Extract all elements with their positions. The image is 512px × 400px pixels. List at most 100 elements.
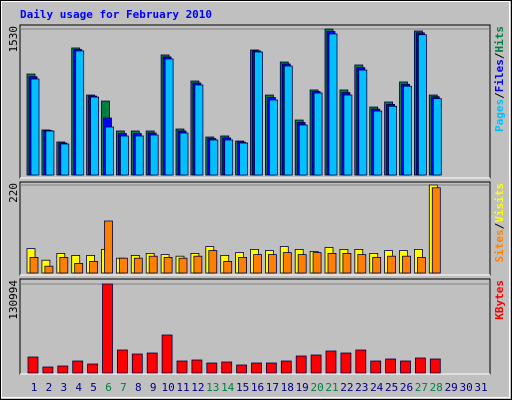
x-tick-label: 15 — [236, 381, 249, 394]
x-tick-label: 23 — [355, 381, 368, 394]
legend: Sites/Visits — [493, 183, 506, 263]
bar — [295, 355, 307, 374]
bar — [297, 254, 307, 274]
bar — [358, 69, 368, 176]
bar — [236, 364, 248, 374]
x-tick-label: 31 — [474, 381, 487, 394]
x-tick-label: 10 — [161, 381, 174, 394]
x-tick-label: 22 — [340, 381, 353, 394]
bar — [117, 349, 128, 374]
x-tick-label: 13 — [206, 381, 219, 394]
legend: Pages/Files/Hits — [493, 26, 506, 132]
bar — [403, 85, 412, 176]
bar — [178, 257, 188, 274]
bar — [313, 92, 323, 176]
bar — [146, 352, 158, 374]
bar — [387, 255, 397, 274]
bar — [400, 360, 411, 374]
bar — [402, 255, 411, 274]
bar — [253, 254, 262, 274]
bar — [161, 334, 173, 374]
bar — [372, 256, 382, 274]
x-tick-label: 18 — [281, 381, 294, 394]
x-tick-label: 6 — [105, 381, 112, 394]
x-tick-label: 27 — [415, 381, 428, 394]
bar — [89, 260, 98, 274]
bar — [417, 34, 427, 176]
x-tick-label: 11 — [176, 381, 189, 394]
bar — [357, 254, 367, 274]
x-tick-label: 29 — [445, 381, 458, 394]
bar — [105, 126, 114, 176]
bar — [134, 135, 144, 176]
bar — [310, 354, 322, 374]
bar — [42, 366, 54, 374]
bar — [370, 360, 382, 374]
bar — [342, 252, 352, 274]
bar — [340, 352, 352, 374]
bar — [431, 187, 441, 274]
x-tick-label: 12 — [191, 381, 204, 394]
bar — [119, 257, 128, 274]
x-tick-label: 4 — [75, 381, 82, 394]
x-tick-label: 9 — [150, 381, 157, 394]
x-tick-label: 30 — [459, 381, 472, 394]
x-tick-label: 3 — [60, 381, 67, 394]
bar — [163, 256, 173, 274]
bar — [102, 283, 113, 374]
legend-separator: / — [493, 52, 506, 59]
bar — [206, 362, 218, 374]
x-tick-label: 7 — [120, 381, 127, 394]
x-tick-label: 28 — [430, 381, 443, 394]
legend-entry: Visits — [493, 183, 506, 223]
bar — [176, 360, 188, 374]
bar — [59, 256, 69, 274]
bar — [373, 110, 383, 176]
bar — [265, 362, 277, 374]
x-tick-label: 24 — [370, 381, 384, 394]
legend-entry: Pages — [493, 99, 506, 132]
bar — [221, 361, 233, 374]
legend-entry: KBytes — [493, 280, 506, 320]
x-tick-label: 1 — [31, 381, 38, 394]
bar — [416, 256, 426, 274]
bar — [429, 358, 441, 374]
x-tick-label: 25 — [385, 381, 398, 394]
bar — [74, 262, 84, 274]
bar — [327, 252, 337, 274]
bar — [131, 353, 143, 374]
bar — [432, 98, 442, 176]
bar — [238, 256, 248, 274]
bar — [164, 58, 174, 176]
bar — [30, 78, 40, 176]
bar — [282, 252, 292, 274]
bar — [254, 51, 263, 176]
bar — [325, 350, 337, 374]
bar — [312, 252, 322, 274]
bar — [72, 360, 84, 374]
bar — [57, 365, 69, 374]
bar — [224, 139, 234, 176]
chart-title: Daily usage for February 2010 — [20, 8, 212, 21]
x-tick-label: 17 — [266, 381, 279, 394]
bar — [104, 220, 113, 274]
y-tick-label: 1530 — [7, 26, 20, 53]
bar — [343, 94, 353, 176]
y-tick-label: 220 — [7, 183, 20, 203]
x-tick-label: 2 — [46, 381, 53, 394]
legend-entry: Sites — [493, 229, 506, 262]
bar — [414, 357, 426, 374]
x-tick-label: 14 — [221, 381, 235, 394]
bar — [29, 256, 39, 274]
bar — [133, 257, 143, 274]
bar — [44, 265, 54, 274]
bar — [75, 50, 85, 176]
x-tick-label: 19 — [296, 381, 309, 394]
bar — [209, 139, 219, 176]
bar — [251, 362, 262, 374]
bar — [355, 349, 367, 374]
bar — [193, 255, 203, 274]
x-tick-label: 21 — [325, 381, 338, 394]
